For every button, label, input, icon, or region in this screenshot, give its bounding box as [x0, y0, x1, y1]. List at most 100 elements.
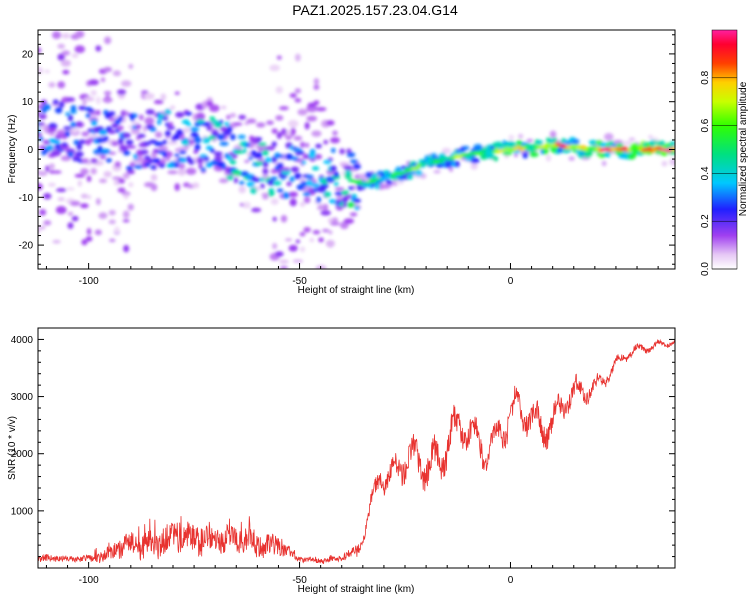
heatmap-cell-112	[111, 176, 122, 180]
heatmap-cell-637	[233, 177, 239, 184]
heatmap-cell-1020	[431, 161, 437, 165]
heatmap-cell-494	[90, 119, 98, 126]
heatmap-cell-181	[178, 146, 186, 151]
heatmap-cell-682	[276, 154, 285, 159]
heatmap-cells	[38, 30, 675, 269]
heatmap-cell-175	[167, 140, 178, 146]
heatmap-cell-236	[244, 159, 250, 163]
heatmap-cell-273	[274, 251, 284, 257]
heatmap-cell-383	[433, 170, 441, 174]
heatmap-cell-769	[365, 174, 372, 179]
heatmap-cell-720	[314, 154, 323, 160]
heatmap-cell-64	[75, 30, 85, 38]
heatmap-cell-587	[181, 139, 190, 146]
heatmap-cell-453	[51, 150, 61, 156]
heatmap-cell-584	[178, 150, 187, 154]
heatmap-cell-52	[65, 97, 76, 102]
heatmap-cell-1005	[402, 170, 408, 174]
heatmap-cell-703	[296, 151, 305, 155]
heatmap-cell-605	[200, 167, 206, 172]
heatmap-cell-1134	[647, 146, 653, 150]
heatmap-cell-455	[52, 99, 59, 105]
heatmap-cell-75	[83, 96, 95, 102]
heatmap-cell-96	[100, 156, 106, 160]
snr-x-tick-label-0: -100	[79, 575, 99, 586]
snr-panel: -100 -50 0 1000 2000 3000 4000 Height of stra…	[7, 327, 676, 595]
snr-series-line	[38, 338, 675, 565]
heatmap-cell-173	[167, 170, 178, 175]
heatmap-cell-266	[271, 128, 278, 134]
heatmap-cell-752	[344, 170, 352, 176]
heatmap-cell-49	[67, 211, 74, 216]
heatmap-cell-0	[38, 183, 43, 191]
heatmap-cell-737	[329, 165, 337, 172]
heatmap-cell-545	[139, 149, 149, 155]
heatmap-cell-592	[188, 160, 195, 165]
heatmap-cell-894	[552, 137, 558, 144]
heatmap-cell-519	[117, 137, 124, 145]
heatmap-cell-103	[102, 97, 113, 103]
heatmap-cell-62	[74, 173, 85, 178]
heatmap-cell-310	[303, 196, 311, 204]
heatmap-cell-400	[513, 153, 518, 158]
heatmap-cell-677	[270, 176, 278, 181]
heatmap-cell-681	[276, 162, 284, 168]
heatmap-cell-429	[648, 134, 653, 139]
heatmap-cell-753	[346, 152, 356, 158]
heatmap-cell-346	[331, 217, 339, 224]
heatmap-cell-372	[381, 183, 391, 190]
heatmap-cell-731	[323, 159, 332, 165]
heatmap-cell-706	[301, 160, 307, 165]
heatmap-y-ticks: -20 -10 0 10 20	[19, 34, 675, 265]
heatmap-cell-133	[127, 203, 134, 211]
heatmap-cell-629	[224, 121, 230, 127]
heatmap-cell-888	[543, 148, 549, 155]
heatmap-cell-5	[38, 132, 43, 137]
heatmap-cell-116	[112, 70, 122, 77]
heatmap-cell-454	[51, 139, 61, 144]
heatmap-cell-8	[39, 209, 47, 216]
heatmap-cell-565	[162, 153, 168, 158]
heatmap-cell-521	[117, 125, 124, 131]
heatmap-cell-474	[73, 139, 80, 145]
heatmap-cell-141	[130, 127, 141, 135]
heatmap-cell-829	[454, 160, 460, 168]
heatmap-cell-641	[234, 150, 244, 154]
heatmap-cell-73	[85, 236, 93, 242]
heatmap-cell-981	[357, 179, 363, 183]
heatmap-cell-438	[38, 122, 46, 127]
heatmap-cell-111	[108, 238, 116, 243]
heatmap-cell-89	[96, 198, 101, 206]
heatmap-cell-158	[150, 174, 158, 181]
heatmap-cell-355	[346, 148, 352, 154]
heatmap-cell-676	[271, 141, 277, 147]
heatmap-cell-1121	[623, 146, 628, 150]
heatmap-cell-546	[144, 162, 151, 168]
heatmap-cell-71	[80, 203, 89, 209]
heatmap-cell-663	[260, 183, 265, 189]
heatmap-cell-607	[203, 156, 210, 162]
heatmap-cell-198	[195, 112, 206, 121]
heatmap-cell-580	[176, 129, 184, 136]
heatmap-cell-139	[125, 145, 137, 149]
heatmap-cell-22	[48, 82, 56, 88]
heatmap-cell-761	[352, 163, 361, 170]
heatmap-cell-666	[262, 167, 269, 175]
heatmap-cell-924	[595, 140, 603, 145]
heatmap-cell-338	[328, 230, 333, 235]
heatmap-cell-76	[86, 194, 92, 200]
heatmap-cell-471	[70, 108, 77, 114]
heatmap-cell-107	[108, 219, 116, 225]
heatmap-cell-539	[135, 124, 142, 129]
heatmap-cell-738	[333, 181, 339, 187]
heatmap-cell-730	[325, 191, 330, 198]
heatmap-cell-337	[327, 217, 333, 224]
heatmap-cell-755	[347, 202, 355, 208]
heatmap-cell-10	[38, 114, 47, 120]
heatmap-cell-530	[126, 139, 133, 146]
heatmap-cell-490	[88, 137, 95, 143]
heatmap-cell-269	[276, 55, 282, 60]
heatmap-cell-717	[311, 166, 320, 171]
colorbar-tick-label-4: 0.8	[700, 70, 711, 84]
